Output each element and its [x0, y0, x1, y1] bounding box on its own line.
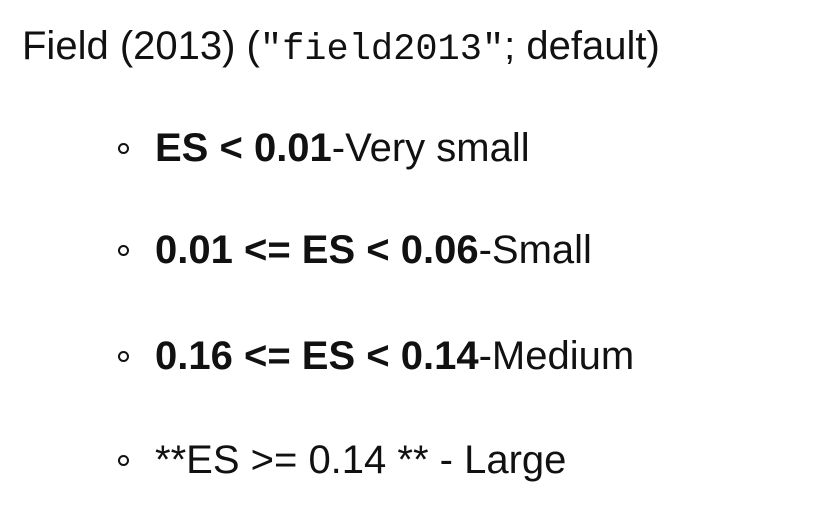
hollow-circle-bullet-icon — [118, 454, 129, 466]
list-item-threshold: 0.01 <= ES < 0.06 — [155, 227, 479, 272]
list-item-small: 0.01 <= ES < 0.06 - Small — [118, 222, 592, 278]
list-item-label: Very small — [345, 125, 530, 170]
heading-code: field2013 — [282, 29, 482, 71]
heading-quote-close: " — [481, 29, 505, 71]
list-item-medium: 0.16 <= ES < 0.14 - Medium — [118, 328, 634, 384]
list-item-label: Medium — [491, 333, 635, 378]
list-item-separator: - — [478, 227, 492, 272]
hollow-circle-bullet-icon — [118, 142, 129, 154]
list-item-separator: - — [331, 125, 346, 170]
heading-prefix: Field (2013) ( — [22, 24, 260, 68]
list-item-threshold: ES < 0.01 — [155, 125, 332, 170]
list-item-label: Small — [491, 227, 592, 272]
list-item-separator: - — [478, 333, 492, 378]
hollow-circle-bullet-icon — [118, 244, 129, 256]
list-item-very-small: ES < 0.01 - Very small — [118, 120, 530, 176]
list-item-text: **ES >= 0.14 ** - Large — [155, 437, 567, 482]
section-heading: Field (2013) ("field2013"; default) — [22, 18, 660, 78]
list-item-threshold: 0.16 <= ES < 0.14 — [155, 333, 479, 378]
list-item-large: **ES >= 0.14 ** - Large — [118, 432, 566, 488]
heading-suffix: ; default) — [504, 24, 660, 68]
heading-quote-open: " — [259, 29, 283, 71]
hollow-circle-bullet-icon — [118, 350, 129, 362]
